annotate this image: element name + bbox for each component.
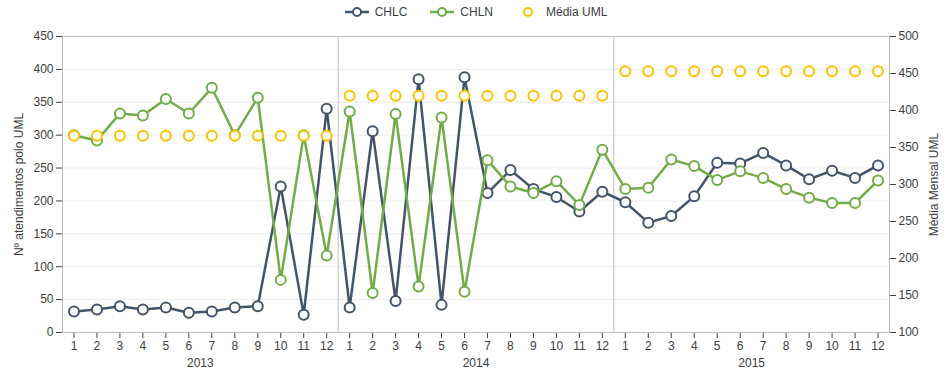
svg-text:12: 12 — [596, 339, 610, 353]
svg-text:2013: 2013 — [187, 356, 214, 370]
svg-text:450: 450 — [899, 66, 919, 80]
svg-text:1: 1 — [71, 339, 78, 353]
svg-text:9: 9 — [806, 339, 813, 353]
svg-text:150: 150 — [899, 288, 919, 302]
svg-text:2: 2 — [94, 339, 101, 353]
svg-text:3: 3 — [392, 339, 399, 353]
svg-text:100: 100 — [899, 325, 919, 339]
svg-text:7: 7 — [484, 339, 491, 353]
svg-text:500: 500 — [899, 29, 919, 43]
svg-text:350: 350 — [899, 140, 919, 154]
svg-text:11: 11 — [849, 339, 862, 353]
svg-text:0: 0 — [47, 325, 54, 339]
svg-text:2: 2 — [369, 339, 376, 353]
svg-text:9: 9 — [254, 339, 261, 353]
svg-text:10: 10 — [825, 339, 839, 353]
svg-text:8: 8 — [231, 339, 238, 353]
html-text:CHLN: CHLN — [460, 5, 493, 19]
svg-text:12: 12 — [320, 339, 334, 353]
svg-text:Nº atendimentos polo UML: Nº atendimentos polo UML — [12, 113, 26, 256]
svg-text:400: 400 — [899, 103, 919, 117]
svg-text:50: 50 — [40, 292, 54, 306]
svg-text:11: 11 — [573, 339, 586, 353]
svg-text:Média Mensal UML: Média Mensal UML — [927, 132, 941, 236]
svg-text:8: 8 — [783, 339, 790, 353]
svg-text:300: 300 — [33, 128, 53, 142]
svg-text:400: 400 — [33, 62, 53, 76]
svg-text:1: 1 — [622, 339, 629, 353]
svg-text:3: 3 — [117, 339, 124, 353]
svg-text:2: 2 — [645, 339, 652, 353]
svg-text:10: 10 — [274, 339, 288, 353]
svg-text:1: 1 — [346, 339, 353, 353]
svg-text:5: 5 — [163, 339, 170, 353]
svg-text:250: 250 — [33, 161, 53, 175]
svg-text:12: 12 — [871, 339, 885, 353]
html-text:Média UML: Média UML — [546, 5, 608, 19]
svg-text:250: 250 — [899, 214, 919, 228]
svg-text:300: 300 — [899, 177, 919, 191]
svg-text:350: 350 — [33, 95, 53, 109]
svg-text:6: 6 — [461, 339, 468, 353]
svg-text:2014: 2014 — [463, 356, 490, 370]
svg-text:9: 9 — [530, 339, 537, 353]
svg-text:10: 10 — [550, 339, 564, 353]
svg-text:7: 7 — [760, 339, 767, 353]
svg-text:11: 11 — [297, 339, 310, 353]
svg-text:6: 6 — [737, 339, 744, 353]
svg-text:150: 150 — [33, 227, 53, 241]
svg-text:5: 5 — [714, 339, 721, 353]
svg-text:3: 3 — [668, 339, 675, 353]
svg-text:5: 5 — [438, 339, 445, 353]
svg-text:200: 200 — [899, 251, 919, 265]
svg-text:4: 4 — [140, 339, 147, 353]
svg-text:450: 450 — [33, 29, 53, 43]
svg-text:7: 7 — [208, 339, 215, 353]
svg-text:4: 4 — [691, 339, 698, 353]
svg-text:100: 100 — [33, 260, 53, 274]
svg-text:6: 6 — [186, 339, 193, 353]
html-text:CHLC: CHLC — [374, 5, 408, 19]
svg-text:2015: 2015 — [738, 356, 765, 370]
svg-text:200: 200 — [33, 194, 53, 208]
svg-text:4: 4 — [415, 339, 422, 353]
svg-text:8: 8 — [507, 339, 514, 353]
